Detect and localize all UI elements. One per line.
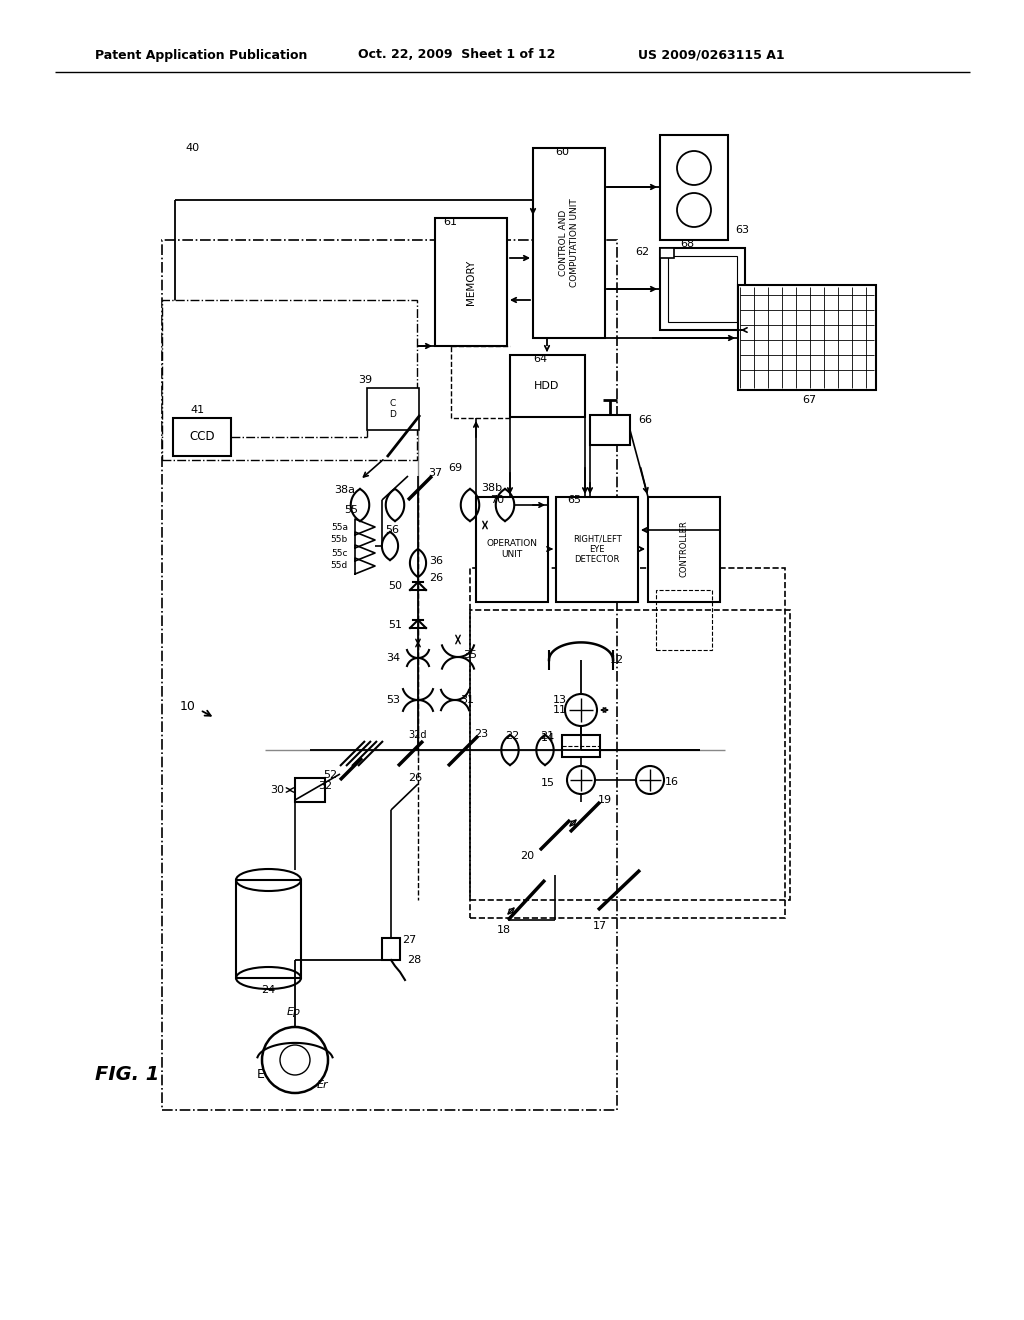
Text: 32: 32 <box>317 781 332 791</box>
Text: 55b: 55b <box>331 536 348 544</box>
Text: 17: 17 <box>593 921 607 931</box>
Text: 55: 55 <box>344 506 358 515</box>
Bar <box>367 388 419 430</box>
Text: US 2009/0263115 A1: US 2009/0263115 A1 <box>638 49 784 62</box>
Text: HDD: HDD <box>535 381 560 391</box>
Text: 32d: 32d <box>409 730 427 741</box>
Text: 16: 16 <box>665 777 679 787</box>
Text: 63: 63 <box>735 224 749 235</box>
Bar <box>476 498 548 602</box>
Text: 70: 70 <box>490 495 504 506</box>
Text: 55d: 55d <box>331 561 348 570</box>
Text: 19: 19 <box>598 795 612 805</box>
Text: FIG. 1: FIG. 1 <box>95 1065 160 1085</box>
Text: 53: 53 <box>386 696 400 705</box>
Bar <box>660 135 728 240</box>
Text: 68: 68 <box>680 239 694 249</box>
Text: 18: 18 <box>497 925 511 935</box>
Text: OPERATION
UNIT: OPERATION UNIT <box>486 540 538 558</box>
Bar <box>738 285 876 389</box>
Text: E: E <box>257 1068 265 1081</box>
Text: 38b: 38b <box>481 483 503 492</box>
Text: 66: 66 <box>638 414 652 425</box>
Text: 40: 40 <box>185 143 199 153</box>
Bar <box>173 418 231 455</box>
Text: 69: 69 <box>447 463 462 473</box>
Text: CONTROLLER: CONTROLLER <box>680 520 688 577</box>
Circle shape <box>565 694 597 726</box>
Text: 34: 34 <box>386 653 400 663</box>
Text: 55c: 55c <box>332 549 348 557</box>
Bar <box>162 240 617 1110</box>
Text: 56: 56 <box>385 525 399 535</box>
Circle shape <box>567 766 595 795</box>
Text: Patent Application Publication: Patent Application Publication <box>95 49 307 62</box>
Text: 51: 51 <box>388 620 402 630</box>
Text: 37: 37 <box>428 469 442 478</box>
Bar <box>435 218 507 346</box>
Text: 67: 67 <box>802 395 816 405</box>
Text: 22: 22 <box>505 731 519 741</box>
Text: 27: 27 <box>402 935 416 945</box>
Text: 55a: 55a <box>331 523 348 532</box>
Text: 13: 13 <box>553 696 567 705</box>
Bar <box>162 300 417 459</box>
Text: 15: 15 <box>541 777 555 788</box>
Bar <box>590 414 630 445</box>
Bar <box>470 568 785 917</box>
Text: 38a: 38a <box>334 484 355 495</box>
Text: Er: Er <box>317 1080 329 1090</box>
Bar <box>510 355 585 417</box>
Bar <box>382 939 400 960</box>
Text: 65: 65 <box>567 495 581 506</box>
Text: 62: 62 <box>635 247 649 257</box>
Bar <box>562 735 600 756</box>
Bar <box>295 777 325 803</box>
Bar <box>660 248 745 330</box>
Bar <box>470 610 790 900</box>
Bar <box>668 256 737 322</box>
Text: CONTROL AND
COMPUTATION UNIT: CONTROL AND COMPUTATION UNIT <box>559 198 579 288</box>
Text: 26: 26 <box>408 774 422 783</box>
Text: Ep: Ep <box>287 1007 301 1016</box>
Text: 23: 23 <box>474 729 488 739</box>
Text: 28: 28 <box>407 954 421 965</box>
Text: C
D: C D <box>389 399 396 418</box>
Text: 64: 64 <box>534 354 547 364</box>
Text: RIGHT/LEFT
EYE
DETECTOR: RIGHT/LEFT EYE DETECTOR <box>572 535 622 564</box>
Text: 24: 24 <box>261 985 275 995</box>
Bar <box>648 498 720 602</box>
Text: 10: 10 <box>180 701 196 714</box>
Text: 31: 31 <box>460 696 474 705</box>
Text: 41: 41 <box>190 405 204 414</box>
Text: 39: 39 <box>358 375 372 385</box>
Text: 30: 30 <box>270 785 284 795</box>
Circle shape <box>636 766 664 795</box>
Text: MEMORY: MEMORY <box>466 259 476 305</box>
Text: 61: 61 <box>443 216 457 227</box>
Text: 14: 14 <box>541 733 555 743</box>
Text: 26: 26 <box>429 573 443 583</box>
Text: 52: 52 <box>323 770 337 780</box>
Bar <box>660 248 674 257</box>
Text: 35: 35 <box>463 649 477 660</box>
Text: 36: 36 <box>429 556 443 566</box>
Text: 20: 20 <box>520 851 535 861</box>
Bar <box>534 148 605 338</box>
Text: CCD: CCD <box>189 430 215 444</box>
Text: 60: 60 <box>555 147 569 157</box>
Bar <box>236 880 301 978</box>
Text: 12: 12 <box>610 655 624 665</box>
Bar <box>656 590 712 649</box>
Text: 50: 50 <box>388 581 402 591</box>
Text: 21: 21 <box>540 731 554 741</box>
Text: 11: 11 <box>553 705 567 715</box>
Bar <box>556 498 638 602</box>
Text: Oct. 22, 2009  Sheet 1 of 12: Oct. 22, 2009 Sheet 1 of 12 <box>358 49 555 62</box>
Circle shape <box>262 1027 328 1093</box>
